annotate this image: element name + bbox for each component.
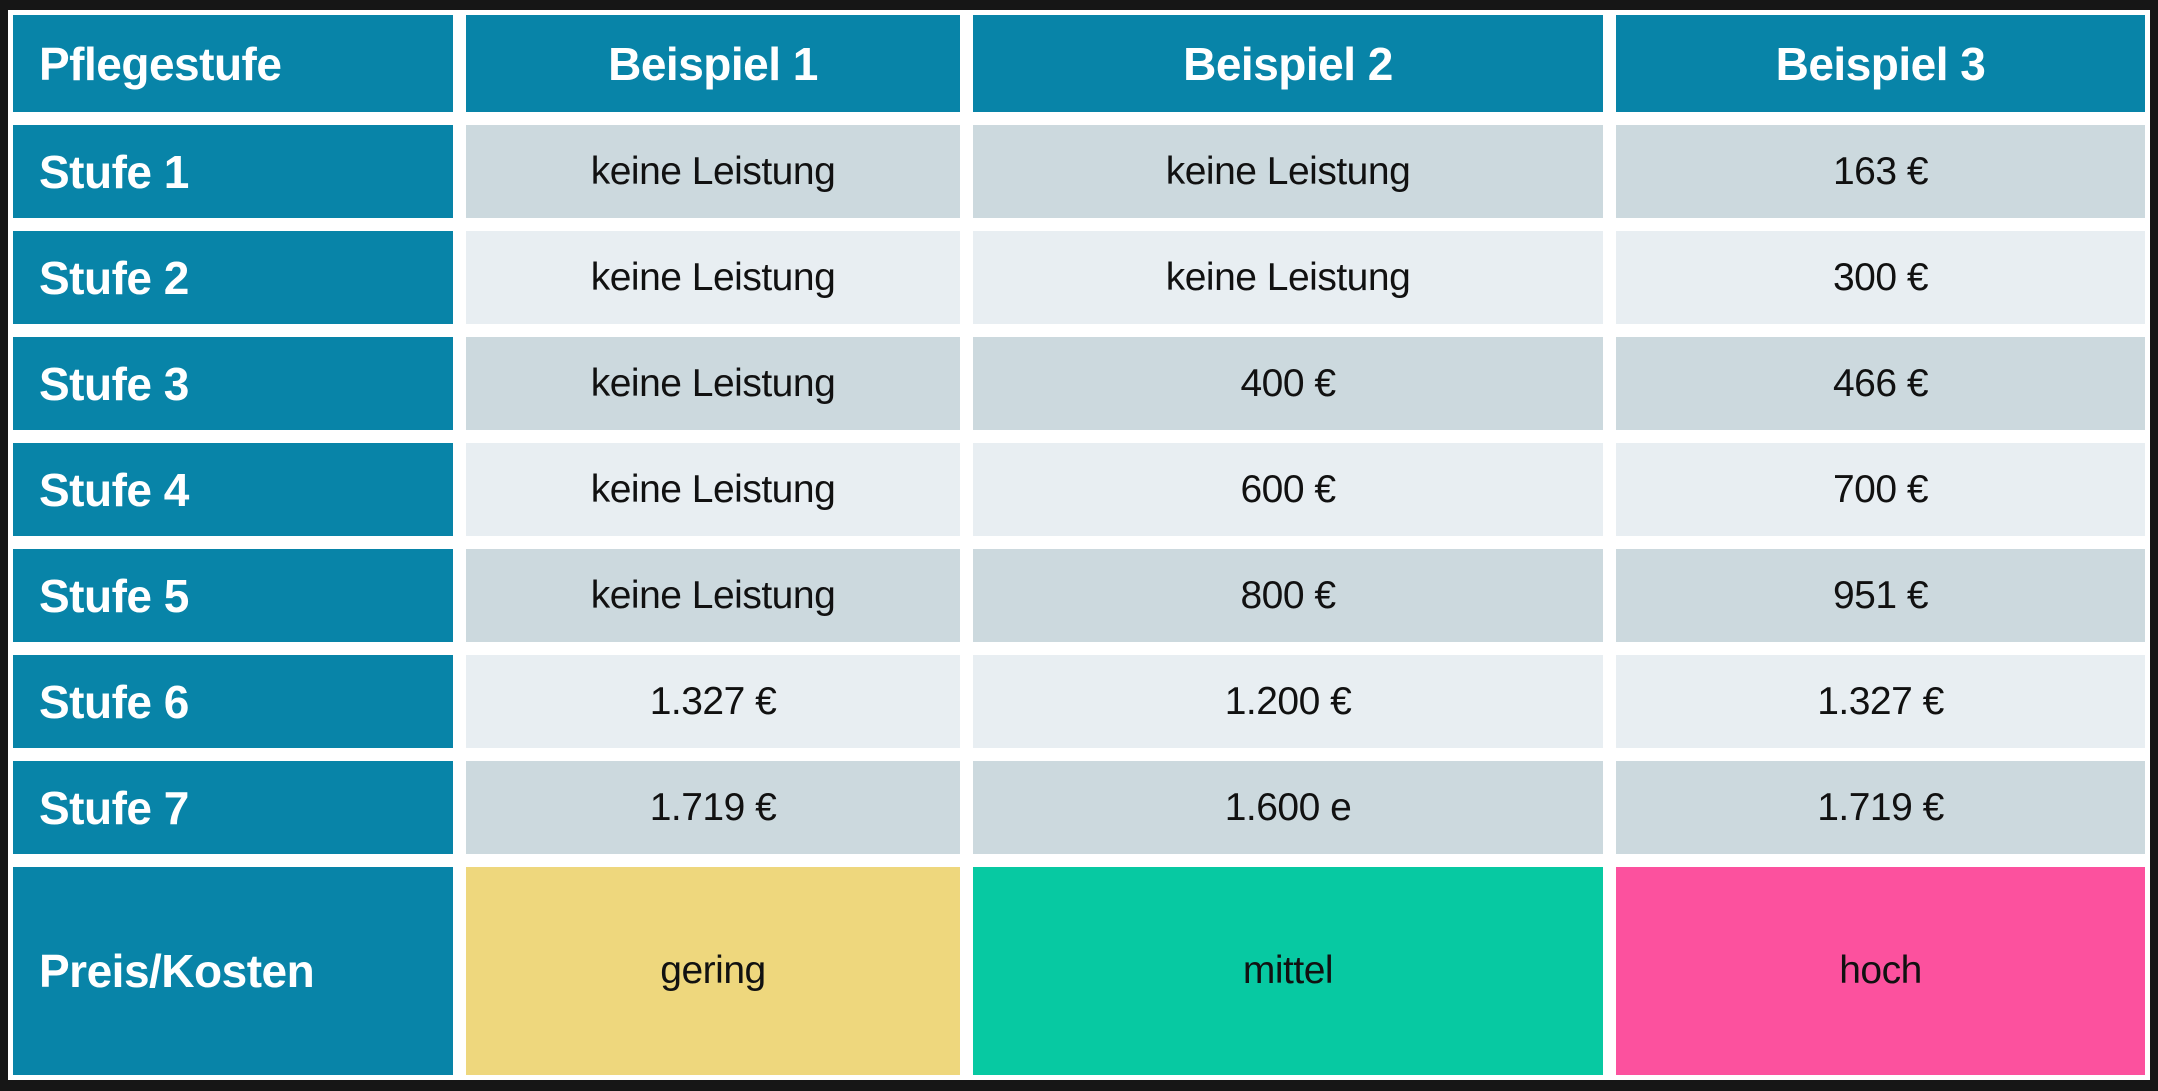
- row-header-stufe-4: Stufe 4: [13, 443, 453, 536]
- table-cell: keine Leistung: [466, 231, 960, 324]
- row-header-stufe-7: Stufe 7: [13, 761, 453, 854]
- table-cell: 1.327 €: [466, 655, 960, 748]
- table-cell: 600 €: [973, 443, 1603, 536]
- table-cell: keine Leistung: [466, 125, 960, 218]
- table-cell: keine Leistung: [466, 337, 960, 430]
- row-header-stufe-2: Stufe 2: [13, 231, 453, 324]
- table-cell: keine Leistung: [973, 125, 1603, 218]
- price-cell-mittel: mittel: [973, 867, 1603, 1075]
- table-cell: 1.719 €: [466, 761, 960, 854]
- table-background: Pflegestufe Beispiel 1 Beispiel 2 Beispi…: [8, 10, 2150, 1080]
- row-header-preis-kosten: Preis/Kosten: [13, 867, 453, 1075]
- table-cell: 800 €: [973, 549, 1603, 642]
- table-cell: keine Leistung: [466, 549, 960, 642]
- price-cell-gering: gering: [466, 867, 960, 1075]
- row-header-stufe-3: Stufe 3: [13, 337, 453, 430]
- table-cell: 700 €: [1616, 443, 2145, 536]
- table-cell: 400 €: [973, 337, 1603, 430]
- col-header-beispiel-3: Beispiel 3: [1616, 15, 2145, 112]
- col-header-beispiel-1: Beispiel 1: [466, 15, 960, 112]
- table-cell: 1.200 €: [973, 655, 1603, 748]
- row-header-stufe-5: Stufe 5: [13, 549, 453, 642]
- table-cell: 466 €: [1616, 337, 2145, 430]
- col-header-beispiel-2: Beispiel 2: [973, 15, 1603, 112]
- row-header-stufe-1: Stufe 1: [13, 125, 453, 218]
- pflegestufe-table: Pflegestufe Beispiel 1 Beispiel 2 Beispi…: [13, 15, 2145, 1075]
- col-header-pflegestufe: Pflegestufe: [13, 15, 453, 112]
- table-cell: 1.600 e: [973, 761, 1603, 854]
- table-cell: keine Leistung: [973, 231, 1603, 324]
- price-cell-hoch: hoch: [1616, 867, 2145, 1075]
- table-cell: 300 €: [1616, 231, 2145, 324]
- table-cell: 951 €: [1616, 549, 2145, 642]
- table-cell: 1.719 €: [1616, 761, 2145, 854]
- table-cell: keine Leistung: [466, 443, 960, 536]
- row-header-stufe-6: Stufe 6: [13, 655, 453, 748]
- table-cell: 163 €: [1616, 125, 2145, 218]
- table-cell: 1.327 €: [1616, 655, 2145, 748]
